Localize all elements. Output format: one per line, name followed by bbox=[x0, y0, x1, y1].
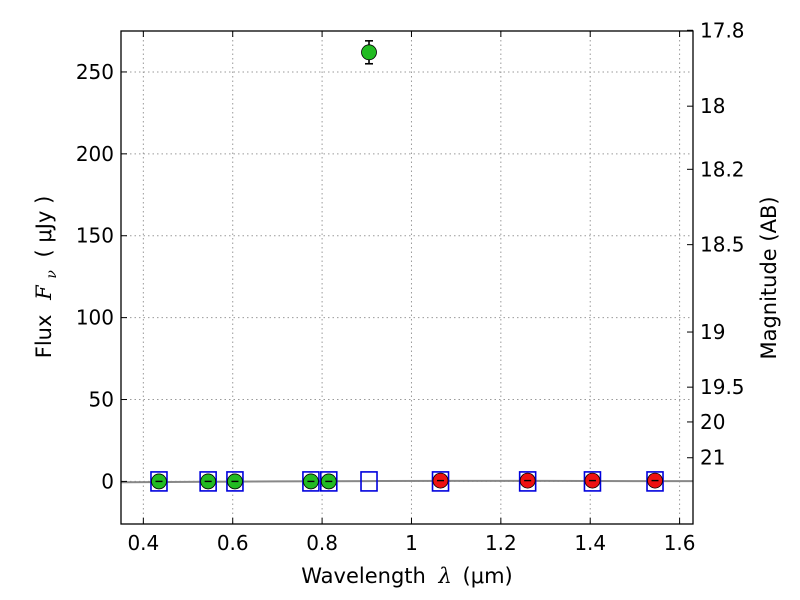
y-axis-title-sub: ν bbox=[44, 270, 60, 279]
y-tick-label: 250 bbox=[76, 60, 114, 84]
y-axis-title-symbol: F bbox=[32, 284, 56, 301]
y-tick-label: 50 bbox=[89, 388, 114, 412]
x-tick-label: 1.2 bbox=[485, 531, 517, 555]
y2-tick-label: 19.5 bbox=[700, 375, 745, 399]
model-photometry-square bbox=[518, 471, 537, 492]
y-tick-label: 200 bbox=[76, 142, 114, 166]
x-tick-label: 1 bbox=[405, 531, 418, 555]
y-tick-label: 100 bbox=[76, 306, 114, 330]
model-photometry-square bbox=[226, 471, 244, 492]
model-photometry-square bbox=[302, 471, 320, 492]
y2-tick-label: 20 bbox=[700, 410, 725, 434]
x-tick-label: 0.4 bbox=[127, 531, 159, 555]
axis-layer: 0.4 0.6 0.8 1 1.2 1.4 1.6 0 50 100 150 200 250 17.8 18… bbox=[76, 18, 745, 555]
y-axis-title: Flux F ν ( μJy ) bbox=[32, 196, 61, 359]
model-photometry-square bbox=[150, 471, 168, 492]
y2-tick-label: 18 bbox=[700, 94, 725, 118]
x-axis-title-symbol: λ bbox=[438, 564, 452, 588]
y2-tick-label: 19 bbox=[700, 320, 725, 344]
x-tick-label: 1.4 bbox=[574, 531, 606, 555]
x-axis-title-unit: (μm) bbox=[463, 564, 513, 588]
x-axis-title-main: Wavelength bbox=[301, 564, 426, 588]
y2-tick-label: 17.8 bbox=[700, 18, 745, 42]
flux-point bbox=[361, 44, 377, 61]
model-photometry-square bbox=[646, 471, 664, 492]
y2-tick-label: 18.5 bbox=[700, 233, 745, 257]
y-tick-label: 0 bbox=[101, 469, 114, 493]
model-photometry-square bbox=[199, 471, 217, 492]
grid-layer bbox=[121, 31, 693, 524]
data-layer bbox=[120, 40, 693, 492]
y2-tick-label: 21 bbox=[700, 446, 725, 470]
x-tick-label: 0.6 bbox=[217, 531, 249, 555]
y2-tick-label: 18.2 bbox=[700, 157, 745, 181]
y-axis-title-unit: ( μJy ) bbox=[32, 196, 56, 258]
y-tick-label: 150 bbox=[76, 224, 114, 248]
y2-axis-title: Magnitude (AB) bbox=[757, 196, 781, 359]
x-tick-label: 0.8 bbox=[306, 531, 338, 555]
y-axis-title-main: Flux bbox=[32, 315, 56, 359]
x-axis-title: Wavelength λ (μm) bbox=[301, 564, 512, 588]
model-photometry-square bbox=[583, 471, 602, 492]
model-photometry-square bbox=[319, 471, 338, 492]
plot-frame bbox=[120, 30, 694, 525]
x-tick-label: 1.6 bbox=[664, 531, 696, 555]
model-photometry-square bbox=[431, 471, 450, 492]
model-photometry-square bbox=[360, 471, 378, 492]
